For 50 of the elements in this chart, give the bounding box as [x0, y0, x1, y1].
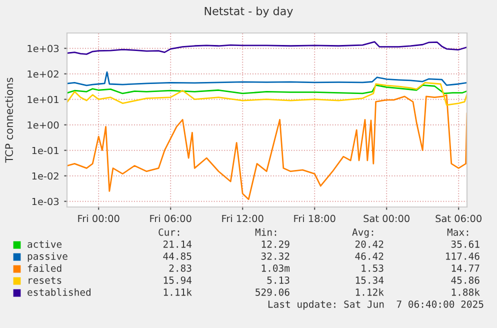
y-tick-label: 1e-03	[32, 198, 59, 206]
text: 1.53	[362, 264, 384, 272]
line-series	[67, 82, 467, 106]
chart-title: Netstat - by day	[204, 6, 293, 18]
text: 14.77	[452, 264, 480, 272]
x-tick-label: Sat 00:00	[364, 214, 410, 222]
legend-label: active	[28, 240, 62, 248]
text: 1.88k	[452, 288, 480, 296]
text: Min:	[255, 228, 276, 236]
x-tick-label: Sat 06:00	[436, 214, 482, 222]
text: 529.06	[256, 288, 290, 296]
text: 21.14	[163, 240, 192, 248]
text: 1.11k	[164, 288, 192, 296]
text: 5.13	[267, 276, 290, 284]
text: 20.42	[355, 240, 384, 248]
line-series	[67, 71, 467, 86]
text: 2.83	[169, 264, 192, 272]
x-tick-label: Fri 18:00	[294, 214, 336, 222]
text: Last update: Sat Jun 7 06:40:00 2025	[268, 300, 484, 310]
legend-label: resets	[28, 276, 62, 284]
text: 117.46	[446, 252, 480, 260]
x-tick-label: Fri 06:00	[150, 214, 192, 222]
text: 45.86	[451, 276, 480, 284]
text: 32.32	[261, 252, 290, 260]
y-tick-label: 1e-01	[32, 146, 58, 154]
text: 44.85	[163, 252, 192, 260]
legend-label: established	[28, 288, 90, 296]
text: 12.29	[262, 240, 290, 248]
text: 15.34	[356, 276, 384, 284]
line-series	[67, 84, 467, 94]
y-tick-label: 1e-02	[32, 172, 58, 180]
text: 15.94	[164, 276, 192, 284]
line-series	[67, 94, 467, 200]
y-tick-label: 1e+00	[28, 121, 59, 129]
y-tick-label: 1e+01	[28, 96, 58, 104]
text: 1.12k	[356, 288, 384, 296]
legend-label: failed	[28, 264, 62, 272]
text: Avg:	[352, 228, 374, 238]
text: 1.03m	[262, 264, 290, 272]
legend-label: passive	[28, 252, 68, 262]
x-tick-label: Fri 00:00	[78, 214, 120, 222]
line-series	[67, 41, 467, 55]
text: 46.42	[355, 252, 384, 260]
text: 35.61	[451, 240, 480, 248]
text: Max:	[447, 228, 468, 236]
y-tick-label: 1e+03	[28, 44, 59, 52]
x-tick-label: Fri 12:00	[222, 214, 264, 222]
y-axis-title: TCP connections	[4, 78, 14, 163]
y-tick-label: 1e+02	[28, 70, 58, 78]
text: Cur:	[158, 228, 180, 236]
